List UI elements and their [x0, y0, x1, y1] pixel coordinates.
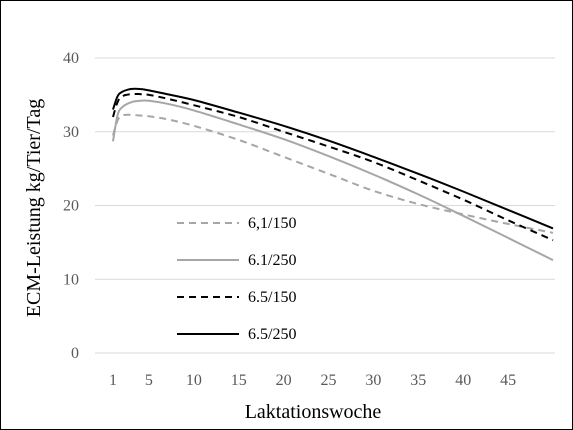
series-line-1 [112, 113, 554, 234]
legend: 6,1/150 6.1/250 6.5/150 6.5/250 [177, 215, 296, 343]
legend-label-2: 6.1/250 [248, 252, 296, 269]
y-axis-title: ECM-Leistung kg/Tier/Tag [23, 99, 45, 317]
series-lines [112, 87, 554, 261]
x-tick-label: 1 [109, 372, 117, 389]
series-line-2 [112, 99, 554, 261]
y-tick-label: 30 [63, 124, 79, 141]
y-tick-label: 40 [63, 50, 79, 67]
x-tick-label: 15 [231, 372, 247, 389]
gridlines [95, 57, 555, 354]
x-tick-label: 45 [500, 372, 516, 389]
x-tick-label: 30 [365, 372, 381, 389]
x-tick-label: 35 [410, 372, 426, 389]
x-tick-label: 20 [276, 372, 292, 389]
x-tick-label: 40 [455, 372, 471, 389]
y-tick-label: 10 [63, 271, 79, 288]
legend-label-3: 6.5/150 [248, 289, 296, 306]
y-tick-labels: 0 10 20 30 40 [63, 50, 79, 362]
x-axis-title: Laktationswoche [245, 401, 382, 423]
series-line-4 [112, 87, 554, 230]
legend-label-1: 6,1/150 [248, 215, 296, 232]
x-tick-labels: 1 5 10 15 20 25 30 35 40 45 [109, 372, 516, 389]
y-tick-label: 0 [71, 345, 79, 362]
x-tick-label: 5 [145, 372, 153, 389]
legend-label-4: 6.5/250 [248, 326, 296, 343]
y-tick-label: 20 [63, 198, 79, 215]
series-line-3 [112, 92, 554, 242]
x-tick-label: 10 [186, 372, 202, 389]
x-tick-label: 25 [321, 372, 337, 389]
